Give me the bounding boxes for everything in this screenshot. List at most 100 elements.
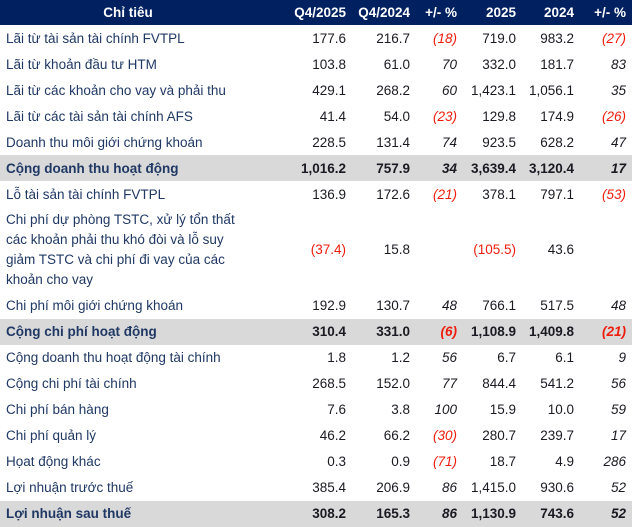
cell: (23): [432, 108, 457, 124]
cell: 74: [441, 134, 457, 150]
cell: 86: [414, 500, 461, 527]
cell: 331.0: [350, 318, 414, 345]
cell: (37.4): [310, 242, 346, 258]
cell: 268.2: [376, 82, 410, 98]
cell: 130.7: [376, 298, 410, 314]
cell: (26): [601, 108, 626, 124]
cell: 9: [618, 350, 626, 366]
cell: 268.5: [312, 376, 346, 392]
row-label: Lợi nhuận sau thuế: [0, 500, 256, 527]
cell: (105.5): [473, 242, 516, 258]
cell: 17: [610, 428, 626, 444]
cell: 77: [441, 376, 457, 392]
cell: 52: [610, 480, 626, 496]
cell: 41.4: [319, 108, 346, 124]
cell: 1.2: [391, 350, 410, 366]
row-label: Lãi từ tài sản tài chính FVTPL: [6, 30, 185, 46]
table-row: Cộng doanh thu hoạt động 1,016.2 757.9 34 3,…: [0, 155, 632, 181]
cell: 131.4: [376, 134, 410, 150]
cell: 310.4: [256, 318, 350, 345]
cell: 66.2: [383, 428, 410, 444]
cell: 56: [441, 350, 457, 366]
cell: 1,409.8: [520, 318, 578, 345]
cell: 136.9: [312, 186, 346, 202]
cell: 100: [434, 402, 457, 418]
cell: 15.8: [383, 242, 410, 258]
cell: 35: [610, 82, 626, 98]
row-label: Chi phí bán hàng: [6, 402, 109, 418]
cell: 3,120.4: [520, 155, 578, 181]
column-header: Q4/2025: [256, 0, 350, 25]
cell: 280.7: [482, 428, 516, 444]
cell: 48: [441, 298, 457, 314]
row-label: Chi phí dự phòng TSTC, xử lý tổn thất cá…: [6, 212, 235, 287]
table-row: Lỗ tài sản tài chính FVTPL 136.9 172.6 (21)…: [0, 181, 632, 207]
table-row: Doanh thu môi giới chứng khoán 228.5 131.4…: [0, 129, 632, 155]
table-row: Chi phí dự phòng TSTC, xử lý tổn thất cá…: [0, 207, 632, 293]
table-row: Chi phí quản lý 46.2 66.2 (30) 280.7 239.7 17: [0, 423, 632, 449]
cell: (18): [432, 30, 457, 46]
table-row: Lợi nhuận trước thuế 385.4 206.9 86 1,415.0 9…: [0, 475, 632, 501]
cell: 0.3: [327, 454, 346, 470]
cell: 56: [610, 376, 626, 392]
cell: 385.4: [312, 480, 346, 496]
cell: 172.6: [376, 186, 410, 202]
cell: (53): [601, 186, 626, 202]
cell: (21): [432, 186, 457, 202]
cell: 844.4: [482, 376, 516, 392]
table-row: Chi phí môi giới chứng khoán 192.9 130.7 48…: [0, 293, 632, 319]
table-header: Chỉ tiêu Q4/2025 Q4/2024 +/- % 2025 2024 +/- %: [0, 0, 632, 25]
cell: (30): [432, 428, 457, 444]
cell: 308.2: [256, 500, 350, 527]
table-row: Lợi nhuận sau thuế 308.2 165.3 86 1,130.9 743…: [0, 500, 632, 527]
table-row: Lãi từ các khoản cho vay và phải thu 429.…: [0, 77, 632, 103]
cell: [578, 207, 632, 293]
cell: 1,016.2: [256, 155, 350, 181]
cell: 34: [414, 155, 461, 181]
cell: (21): [578, 318, 632, 345]
cell: 228.5: [312, 134, 346, 150]
cell: 48: [610, 298, 626, 314]
cell: 930.6: [540, 480, 574, 496]
table-row: Chi phí bán hàng 7.6 3.8 100 15.9 10.0 59: [0, 397, 632, 423]
cell: 18.7: [489, 454, 516, 470]
cell: 181.7: [540, 56, 574, 72]
cell: 0.9: [391, 454, 410, 470]
cell: 192.9: [312, 298, 346, 314]
cell: [414, 207, 461, 293]
row-label: Lỗ tài sản tài chính FVTPL: [6, 186, 166, 202]
cell: 61.0: [383, 56, 410, 72]
cell: 719.0: [482, 30, 516, 46]
column-header: 2025: [461, 0, 520, 25]
row-label: Chi phí môi giới chứng khoán: [6, 298, 183, 314]
cell: 286: [603, 454, 626, 470]
cell: 6.7: [497, 350, 516, 366]
cell: 1,108.9: [461, 318, 520, 345]
cell: 332.0: [482, 56, 516, 72]
column-header: Q4/2024: [350, 0, 414, 25]
cell: 83: [610, 56, 626, 72]
cell: 4.9: [555, 454, 574, 470]
row-label: Cộng doanh thu hoạt động: [0, 155, 256, 181]
row-label: Chi phí quản lý: [6, 428, 97, 444]
cell: 797.1: [540, 186, 574, 202]
cell: 429.1: [312, 82, 346, 98]
cell: 86: [441, 480, 457, 496]
row-label: Doanh thu môi giới chứng khoán: [6, 134, 203, 150]
cell: 129.8: [482, 108, 516, 124]
table-body: Lãi từ tài sản tài chính FVTPL 177.6 216.7…: [0, 25, 632, 527]
cell: (71): [432, 454, 457, 470]
cell: 103.8: [312, 56, 346, 72]
header-row: Chỉ tiêu Q4/2025 Q4/2024 +/- % 2025 2024 +/- %: [0, 0, 632, 25]
row-label: Lãi từ khoản đầu tư HTM: [6, 56, 157, 72]
cell: 517.5: [540, 298, 574, 314]
cell: 10.0: [547, 402, 574, 418]
column-header: Chỉ tiêu: [0, 0, 256, 25]
cell: 216.7: [376, 30, 410, 46]
cell: 54.0: [383, 108, 410, 124]
cell: 59: [610, 402, 626, 418]
row-label: Lợi nhuận trước thuế: [6, 480, 134, 496]
cell: 1,423.1: [470, 82, 516, 98]
